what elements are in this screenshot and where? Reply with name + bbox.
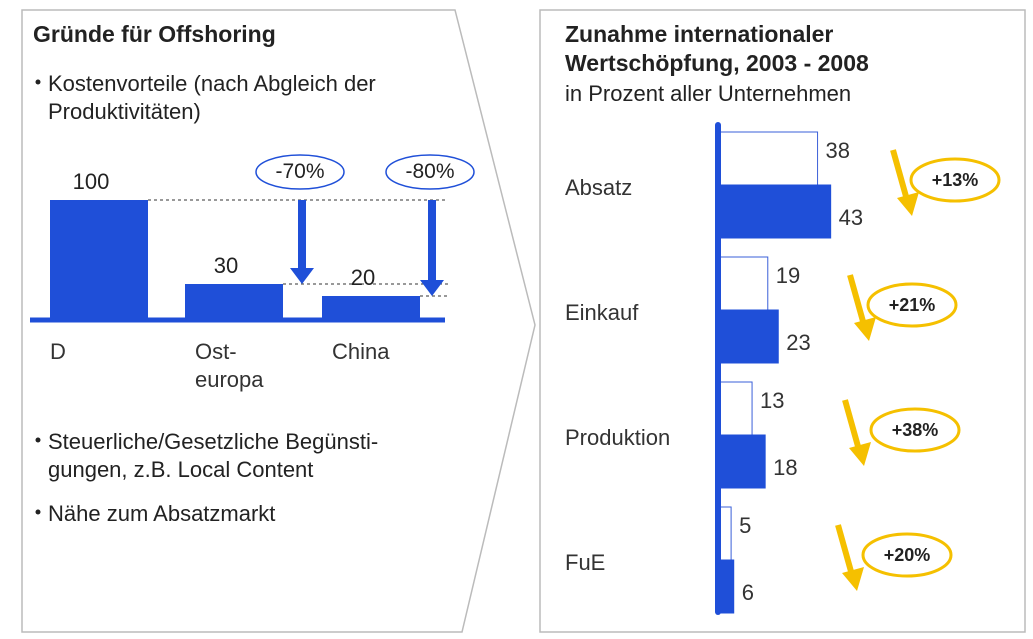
bullet-dot <box>35 79 41 85</box>
bullet-dot <box>35 437 41 443</box>
change-bubble <box>866 282 958 328</box>
annotation-bubble <box>385 154 475 190</box>
annotation-bubble <box>255 154 345 190</box>
right-title: Zunahme internationaler Wertschöpfung, 2… <box>565 21 869 76</box>
change-bubble <box>861 532 953 578</box>
annotation: -70% <box>275 160 325 183</box>
bar <box>717 131 819 186</box>
value-label: 20 <box>350 265 376 290</box>
change-arrow-head <box>897 192 919 216</box>
change-arrow-head <box>849 442 871 466</box>
change-label: +21% <box>888 295 936 315</box>
category-label: Absatz <box>565 175 633 200</box>
change-label: +20% <box>883 545 931 565</box>
value-label: 6 <box>741 579 754 605</box>
change-arrow <box>847 274 867 326</box>
category-label: FuE <box>565 550 606 575</box>
change-label: +13% <box>931 170 979 190</box>
bullet-text: Kostenvorteile (nach Abgleich der Produk… <box>48 71 376 124</box>
change-arrow <box>835 524 855 576</box>
bar <box>717 381 753 436</box>
value-label: 13 <box>760 387 785 413</box>
category-label: D <box>50 339 66 364</box>
arrow-head <box>420 280 444 296</box>
bar <box>717 256 769 311</box>
value-label: 38 <box>825 137 851 163</box>
bar <box>50 200 148 320</box>
category-label: Produktion <box>565 425 671 450</box>
bar <box>717 434 766 489</box>
value-label: 5 <box>739 512 752 538</box>
annotation: -80% <box>405 160 455 183</box>
change-arrow-head <box>842 567 864 591</box>
category-label: China <box>332 339 390 364</box>
value-label: 23 <box>786 329 811 355</box>
change-bubble <box>909 157 1001 203</box>
left-title: Gründe für Offshoring <box>33 21 276 47</box>
arrow-head <box>290 268 314 284</box>
value-label: 43 <box>838 204 864 230</box>
value-label: 19 <box>775 262 801 288</box>
bar <box>717 309 779 364</box>
category-label: Ost- europa <box>195 339 264 392</box>
change-label: +38% <box>891 420 939 440</box>
bullet-dot <box>35 509 41 515</box>
bar <box>185 284 283 320</box>
value-label: 100 <box>72 169 110 194</box>
bullet-text: Nähe zum Absatzmarkt <box>48 501 276 526</box>
category-label: Einkauf <box>565 300 639 325</box>
value-label: 18 <box>773 454 798 480</box>
value-label: 30 <box>213 253 239 278</box>
change-bubble <box>869 407 961 453</box>
bar <box>322 296 420 320</box>
right-subtitle: in Prozent aller Unternehmen <box>565 81 852 106</box>
change-arrow <box>890 149 910 201</box>
bar <box>717 184 832 239</box>
change-arrow-head <box>854 317 876 341</box>
bullet-text: Steuerliche/Gesetzliche Begünsti- gungen… <box>48 429 379 482</box>
change-arrow <box>842 399 862 451</box>
